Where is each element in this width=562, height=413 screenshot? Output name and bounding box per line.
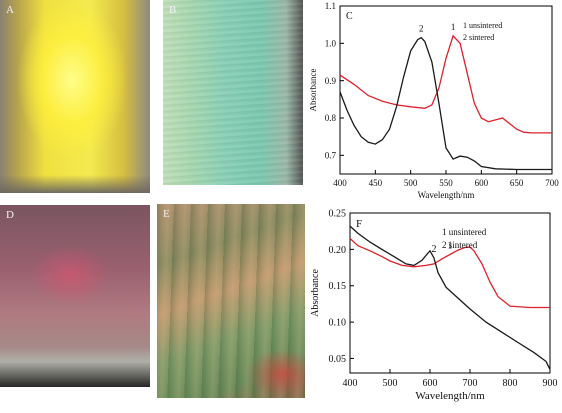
- x-tick-label: 700: [545, 178, 559, 188]
- photo-panel-b: B: [163, 0, 303, 185]
- y-tick-label: 0.25: [329, 209, 347, 220]
- panel-label: A: [6, 4, 14, 16]
- series-line-2: [349, 225, 551, 370]
- x-tick-label: 550: [439, 178, 453, 188]
- x-tick-label: 650: [510, 178, 524, 188]
- x-tick-label: 400: [333, 178, 347, 188]
- curve-label: 1: [448, 240, 453, 251]
- x-tick-label: 400: [343, 378, 358, 389]
- panel-label: D: [6, 209, 14, 221]
- y-axis-label: Absorbance: [310, 269, 321, 317]
- chart-panel-label: C: [346, 11, 353, 22]
- x-tick-label: 700: [463, 378, 478, 389]
- plot-frame: [349, 212, 551, 374]
- x-tick-label: 600: [475, 178, 489, 188]
- curve-label: 1: [451, 22, 456, 32]
- panel-label: B: [169, 4, 177, 16]
- panel-label: E: [163, 208, 170, 220]
- x-tick-label: 500: [404, 178, 418, 188]
- legend-entry: 1 unsintered: [442, 227, 487, 237]
- absorbance-chart-f: 400 500 600 700 800 900 0.05 0.10 0.15 0.20 0.25 Wa…: [310, 209, 558, 403]
- legend-entry: 2 sintered: [463, 33, 494, 42]
- y-axis-label: Absorbance: [310, 69, 318, 112]
- series-line-2: [339, 36, 552, 171]
- legend-entry: 1 unsintered: [463, 21, 502, 30]
- x-axis-label: Wavelength/nm: [415, 390, 485, 402]
- x-tick-label: 800: [503, 378, 518, 389]
- y-tick-label: 0.9: [325, 76, 337, 86]
- x-axis-label: Wavelength/nm: [418, 190, 475, 200]
- curve-label: 2: [432, 244, 437, 255]
- series-line-1: [349, 238, 550, 309]
- photo-panel-e: E: [157, 204, 305, 398]
- x-tick-label: 600: [423, 378, 438, 389]
- absorbance-chart-c: 400 450 500 550 600 650 700 0.7 0.8 0.9 1.0 1.1 Wave…: [310, 1, 559, 200]
- photo-panel-d: D: [0, 205, 150, 387]
- y-tick-label: 0.20: [329, 245, 347, 256]
- y-tick-label: 0.10: [329, 318, 347, 329]
- y-tick-label: 0.15: [329, 281, 347, 292]
- chart-panel-label: F: [356, 218, 362, 230]
- legend-entry: 2 sintered: [442, 240, 478, 250]
- x-tick-label: 450: [369, 178, 383, 188]
- x-tick-label: 500: [383, 378, 398, 389]
- y-tick-label: 1.1: [325, 1, 336, 11]
- series-line-1: [339, 34, 552, 134]
- y-tick-label: 0.8: [325, 113, 337, 123]
- curve-label: 2: [419, 24, 424, 34]
- x-tick-label: 900: [543, 378, 558, 389]
- y-tick-label: 0.7: [325, 150, 337, 160]
- photo-panel-a: A: [0, 0, 150, 193]
- y-tick-label: 1.0: [325, 38, 337, 48]
- y-tick-label: 0.05: [329, 354, 347, 365]
